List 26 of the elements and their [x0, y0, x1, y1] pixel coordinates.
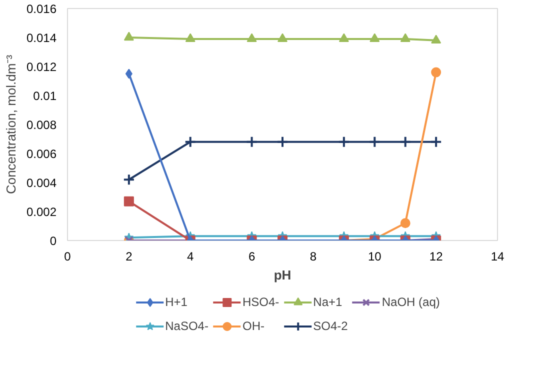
legend-label: NaOH (aq) [382, 295, 440, 309]
x-axis-title: pH [274, 268, 292, 282]
y-tick-label: 0 [50, 234, 57, 248]
legend-label: H+1 [165, 295, 188, 309]
legend-label: NaSO4- [165, 319, 208, 333]
x-tick-label: 12 [429, 250, 444, 264]
x-tick-label: 6 [248, 250, 256, 264]
legend-label: SO4-2 [313, 319, 348, 333]
y-tick-label: 0.006 [26, 147, 57, 161]
y-tick-label: 0.01 [33, 89, 57, 103]
y-axis-title: Concentration, mol.dm⁻³ [3, 54, 18, 194]
y-tick-label: 0.012 [26, 60, 57, 74]
x-tick-label: 10 [368, 250, 382, 264]
legend-label: OH- [242, 319, 264, 333]
x-tick-label: 0 [64, 250, 72, 264]
x-tick-label: 2 [126, 250, 133, 264]
y-tick-label: 0.004 [26, 176, 57, 190]
x-tick-label: 4 [187, 250, 194, 264]
y-tick-label: 0.002 [26, 205, 57, 219]
y-tick-label: 0.016 [26, 2, 57, 16]
y-tick-label: 0.008 [26, 118, 57, 132]
x-tick-label: 14 [490, 250, 504, 264]
legend-label: Na+1 [313, 295, 342, 309]
y-tick-label: 0.014 [26, 31, 57, 45]
legend-label: HSO4- [242, 295, 280, 309]
x-tick-label: 8 [310, 250, 317, 264]
